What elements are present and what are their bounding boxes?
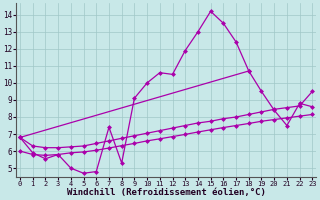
- X-axis label: Windchill (Refroidissement éolien,°C): Windchill (Refroidissement éolien,°C): [67, 188, 266, 197]
